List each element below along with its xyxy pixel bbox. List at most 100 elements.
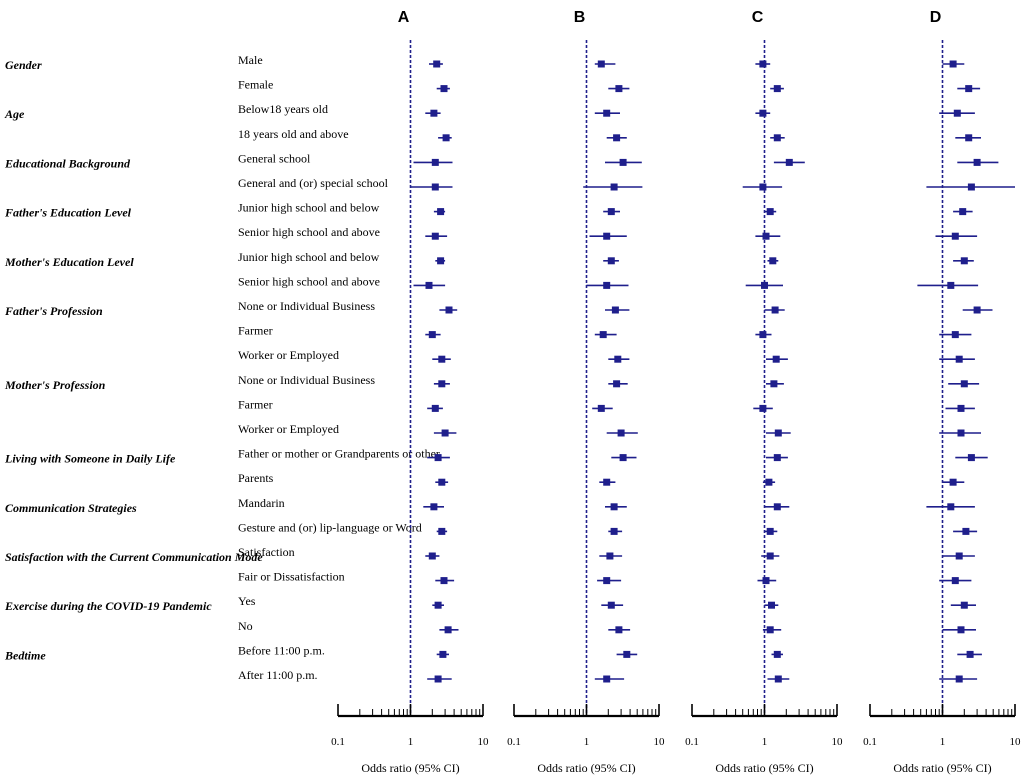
or-marker [773,454,781,462]
subgroup-label: Satisfaction [238,545,295,559]
subgroup-label: 18 years old and above [238,127,349,141]
or-marker [960,601,968,609]
or-marker [957,626,965,634]
or-marker [953,109,961,117]
or-marker [610,183,618,191]
or-marker [430,109,438,117]
or-marker [597,60,605,68]
or-marker [444,626,452,634]
or-marker [440,577,448,585]
subgroup-label: Before 11:00 p.m. [238,643,325,657]
or-marker [759,331,767,339]
subgroup-label: Junior high school and below [238,250,380,264]
or-marker [445,306,453,314]
x-tick-label: 10 [478,736,490,748]
or-marker [766,527,774,535]
subgroup-label: Fair or Dissatisfaction [238,570,345,584]
or-marker [955,552,963,560]
subgroup-label: Farmer [238,397,273,411]
or-marker [973,158,981,166]
or-marker [433,60,441,68]
group-label: Educational Background [4,156,131,170]
or-marker [437,208,445,216]
or-marker [428,331,436,339]
or-marker [431,183,439,191]
subgroup-label: Yes [238,594,256,608]
or-marker [766,552,774,560]
or-marker [773,134,781,142]
group-label: Mother's Profession [4,378,106,392]
or-marker [966,650,974,658]
x-axis-label: Odds ratio (95% CI) [893,761,991,775]
or-marker [434,675,442,683]
or-marker [761,281,768,289]
or-marker [759,183,767,191]
subgroup-label: Male [238,53,263,67]
or-marker [438,380,446,388]
x-tick-label: 10 [1010,736,1021,748]
subgroup-label: Farmer [238,324,273,338]
or-marker [431,232,439,240]
subgroup-label: After 11:00 p.m. [238,668,318,682]
or-marker [770,380,778,388]
or-marker [619,454,627,462]
or-marker [960,380,968,388]
or-marker [955,675,963,683]
or-marker [955,355,963,363]
subgroup-label: No [238,619,253,633]
panel-a: A 0.1 1 10 Odds ratio (95% CI) [331,9,489,775]
or-marker [773,85,781,93]
or-marker [949,478,957,486]
or-marker [428,552,436,560]
panel-c: C 0.1 1 10 Odds ratio (95% CI) [685,9,843,775]
subgroup-label: Senior high school and above [238,274,380,288]
or-marker [441,429,449,437]
or-marker [957,429,965,437]
group-label: Father's Education Level [4,206,132,220]
subgroup-label: General school [238,151,311,165]
or-marker [614,355,622,363]
or-marker [430,503,438,511]
group-label: Satisfaction with the Current Communicat… [5,550,263,564]
or-marker [957,404,965,412]
or-marker [431,404,439,412]
or-marker [603,232,611,240]
or-marker [774,429,782,437]
x-tick-label: 0.1 [863,736,877,748]
or-marker [785,158,793,166]
x-axis-label: Odds ratio (95% CI) [715,761,813,775]
or-marker [615,626,623,634]
or-marker [762,577,770,585]
or-marker [438,478,446,486]
panel-d: D 0.1 1 10 Odds ratio (95% CI) [863,9,1021,775]
group-label: Communication Strategies [5,501,137,515]
or-marker [438,527,446,535]
or-marker [766,208,774,216]
x-tick-label: 0.1 [507,736,521,748]
or-marker [769,257,777,265]
or-marker [603,478,611,486]
or-marker [951,577,959,585]
panel-title: C [752,9,764,26]
forest-panels: A 0.1 1 10 Odds ratio (95% CI) B 0.1 1 10 Odds ra… [331,9,1021,775]
or-marker [613,380,621,388]
or-marker [951,331,959,339]
or-marker [613,134,621,142]
or-marker [615,85,623,93]
group-label: Living with Someone in Daily Life [4,452,176,466]
or-marker [610,503,618,511]
or-marker [617,429,625,437]
or-marker [611,306,619,314]
subgroup-label: Female [238,78,273,92]
or-marker [603,109,611,117]
subgroup-label: None or Individual Business [238,373,375,387]
x-tick-label: 1 [762,736,768,748]
group-label: Father's Profession [4,304,103,318]
or-marker [766,626,774,634]
or-marker [603,281,611,289]
x-tick-label: 10 [832,736,844,748]
or-marker [599,331,607,339]
or-marker [960,257,968,265]
or-marker [947,281,955,289]
